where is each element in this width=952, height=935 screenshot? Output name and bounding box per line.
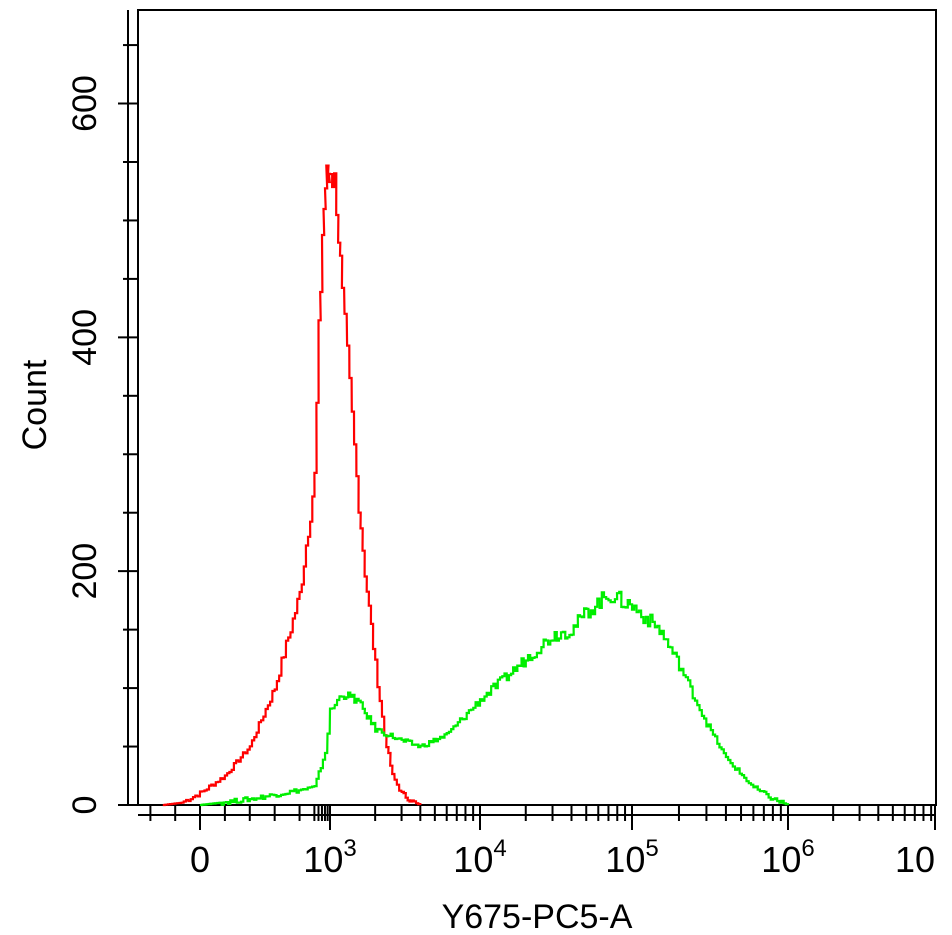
series-line-1 — [200, 590, 790, 807]
y-axis: 0 200 400 600 — [66, 10, 138, 814]
x-axis: 0 103 104 105 106 10 — [138, 805, 936, 880]
y-tick-label: 200 — [66, 543, 104, 600]
x-tick-label: 105 — [605, 835, 658, 880]
y-tick-label: 600 — [66, 75, 104, 132]
x-tick-exponent: 4 — [493, 835, 506, 862]
series-layer — [162, 164, 790, 807]
plot-frame — [137, 9, 937, 806]
y-axis-title: Count — [16, 359, 54, 450]
x-tick-label: 106 — [761, 835, 814, 880]
x-axis-title: Y675-PC5-A — [442, 898, 633, 935]
x-tick-exponent: 6 — [801, 835, 814, 862]
y-tick-label: 0 — [66, 796, 104, 815]
series-line-0 — [162, 164, 422, 807]
x-tick-exponent: 3 — [343, 835, 356, 862]
x-tick-label: 0 — [190, 839, 210, 880]
y-tick-label: 400 — [66, 309, 104, 366]
x-tick-label: 10 — [895, 839, 935, 880]
x-tick-label: 103 — [303, 835, 356, 880]
x-tick-exponent: 5 — [645, 835, 658, 862]
x-tick-label: 104 — [453, 835, 506, 880]
